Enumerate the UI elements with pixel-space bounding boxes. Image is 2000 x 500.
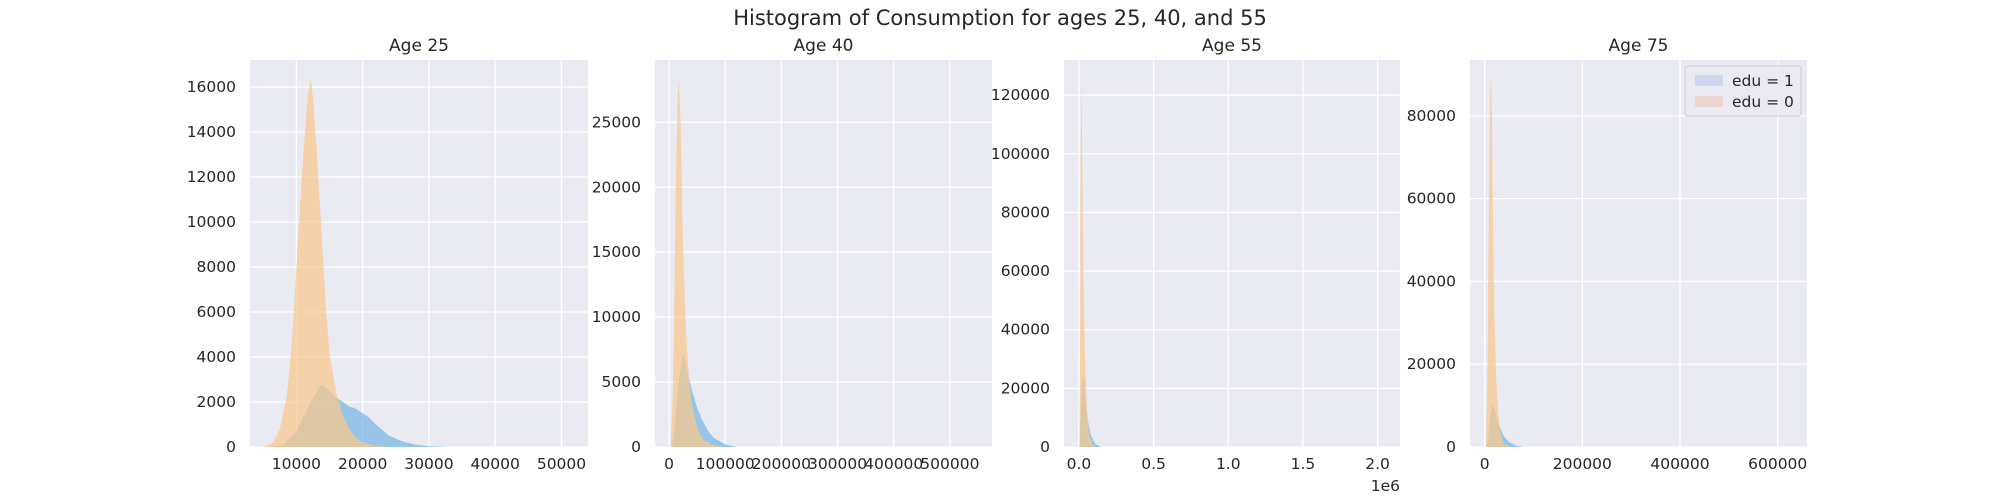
x-tick-label: 50000 (537, 455, 586, 473)
y-tick-label: 10000 (187, 213, 236, 231)
panel-4: 0 200000 400000 600000 0 20000 40000 60000 80000… (1407, 36, 1808, 473)
series-edu0 (670, 80, 723, 447)
x-tick-label: 0.5 (1141, 455, 1166, 473)
x-tick-label: 500000 (920, 455, 979, 473)
legend-patch (1695, 75, 1723, 86)
y-tick-label: 15000 (592, 243, 641, 261)
y-tick-label: 5000 (602, 373, 641, 391)
x-tick-label: 100000 (696, 455, 755, 473)
series-group (1486, 74, 1524, 447)
y-tick-label: 0 (226, 438, 236, 456)
y-tick-label: 80000 (1407, 107, 1456, 125)
series-edu0 (1486, 74, 1510, 447)
y-tick-label: 2000 (197, 393, 236, 411)
y-tick-label: 14000 (187, 123, 236, 141)
panel-title: Age 55 (1202, 36, 1262, 56)
x-tick-label: 400000 (864, 455, 923, 473)
y-tick-label: 40000 (1407, 272, 1456, 290)
y-tick-label: 60000 (1001, 262, 1050, 280)
panel-title: Age 40 (794, 36, 854, 56)
panels: 10000 20000 30000 40000 50000020004000600080… (187, 36, 1808, 495)
y-tick-label: 100000 (991, 145, 1050, 163)
y-tick-label: 40000 (1001, 321, 1050, 339)
series-group (263, 80, 449, 447)
y-tick-label: 20000 (1001, 379, 1050, 397)
y-tick-label: 6000 (197, 303, 236, 321)
y-tick-label: 60000 (1407, 190, 1456, 208)
panel-1: 10000 20000 30000 40000 50000 0 2000 4000 6000 80… (187, 36, 588, 473)
x-offset-label: 1e6 (1371, 477, 1400, 495)
series-edu0 (263, 80, 390, 447)
x-tick-label: 0 (1480, 455, 1490, 473)
x-tick-label: 40000 (471, 455, 520, 473)
y-tick-label: 8000 (197, 258, 236, 276)
x-tick-label: 200000 (752, 455, 811, 473)
y-tick-label: 0 (1446, 438, 1456, 456)
x-tick-label: 400000 (1650, 455, 1709, 473)
y-tick-label: 25000 (592, 113, 641, 131)
x-tick-label: 1.0 (1216, 455, 1241, 473)
x-tick-label: 10000 (272, 455, 321, 473)
x-tick-label: 30000 (404, 455, 453, 473)
legend-label: edu = 1 (1732, 72, 1794, 90)
x-tick-label: 200000 (1553, 455, 1612, 473)
figure-title: Histogram of Consumption for ages 25, 40… (733, 6, 1267, 30)
series-group (1079, 77, 1102, 447)
x-tick-label: 0 (664, 455, 674, 473)
legend: edu = 1 edu = 0 (1684, 65, 1802, 117)
y-tick-label: 4000 (197, 348, 236, 366)
y-tick-label: 0 (1040, 438, 1050, 456)
y-tick-label: 20000 (1407, 355, 1456, 373)
plot-background (1470, 60, 1807, 447)
x-tick-label: 2.0 (1365, 455, 1390, 473)
panel-3: 0.0 0.5 1.0 1.5 2.0 0 20000 40000 60000 80000 1000… (991, 36, 1400, 495)
y-tick-label: 12000 (187, 168, 236, 186)
panel-title: Age 25 (389, 36, 449, 56)
legend-patch (1695, 96, 1723, 107)
x-tick-label: 600000 (1748, 455, 1807, 473)
y-tick-label: 10000 (592, 308, 641, 326)
plot-background (1064, 60, 1400, 447)
plot-background (655, 60, 992, 447)
series-group (670, 80, 737, 447)
y-tick-label: 120000 (991, 86, 1050, 104)
x-tick-label: 300000 (808, 455, 867, 473)
series-edu0 (1079, 77, 1096, 447)
y-tick-label: 16000 (187, 78, 236, 96)
x-tick-label: 0.0 (1067, 455, 1092, 473)
legend-label: edu = 0 (1732, 93, 1794, 111)
y-tick-label: 20000 (592, 178, 641, 196)
y-tick-label: 0 (631, 438, 641, 456)
x-tick-label: 1.5 (1291, 455, 1316, 473)
y-tick-label: 80000 (1001, 203, 1050, 221)
panel-title: Age 75 (1609, 36, 1669, 56)
x-tick-label: 20000 (338, 455, 387, 473)
